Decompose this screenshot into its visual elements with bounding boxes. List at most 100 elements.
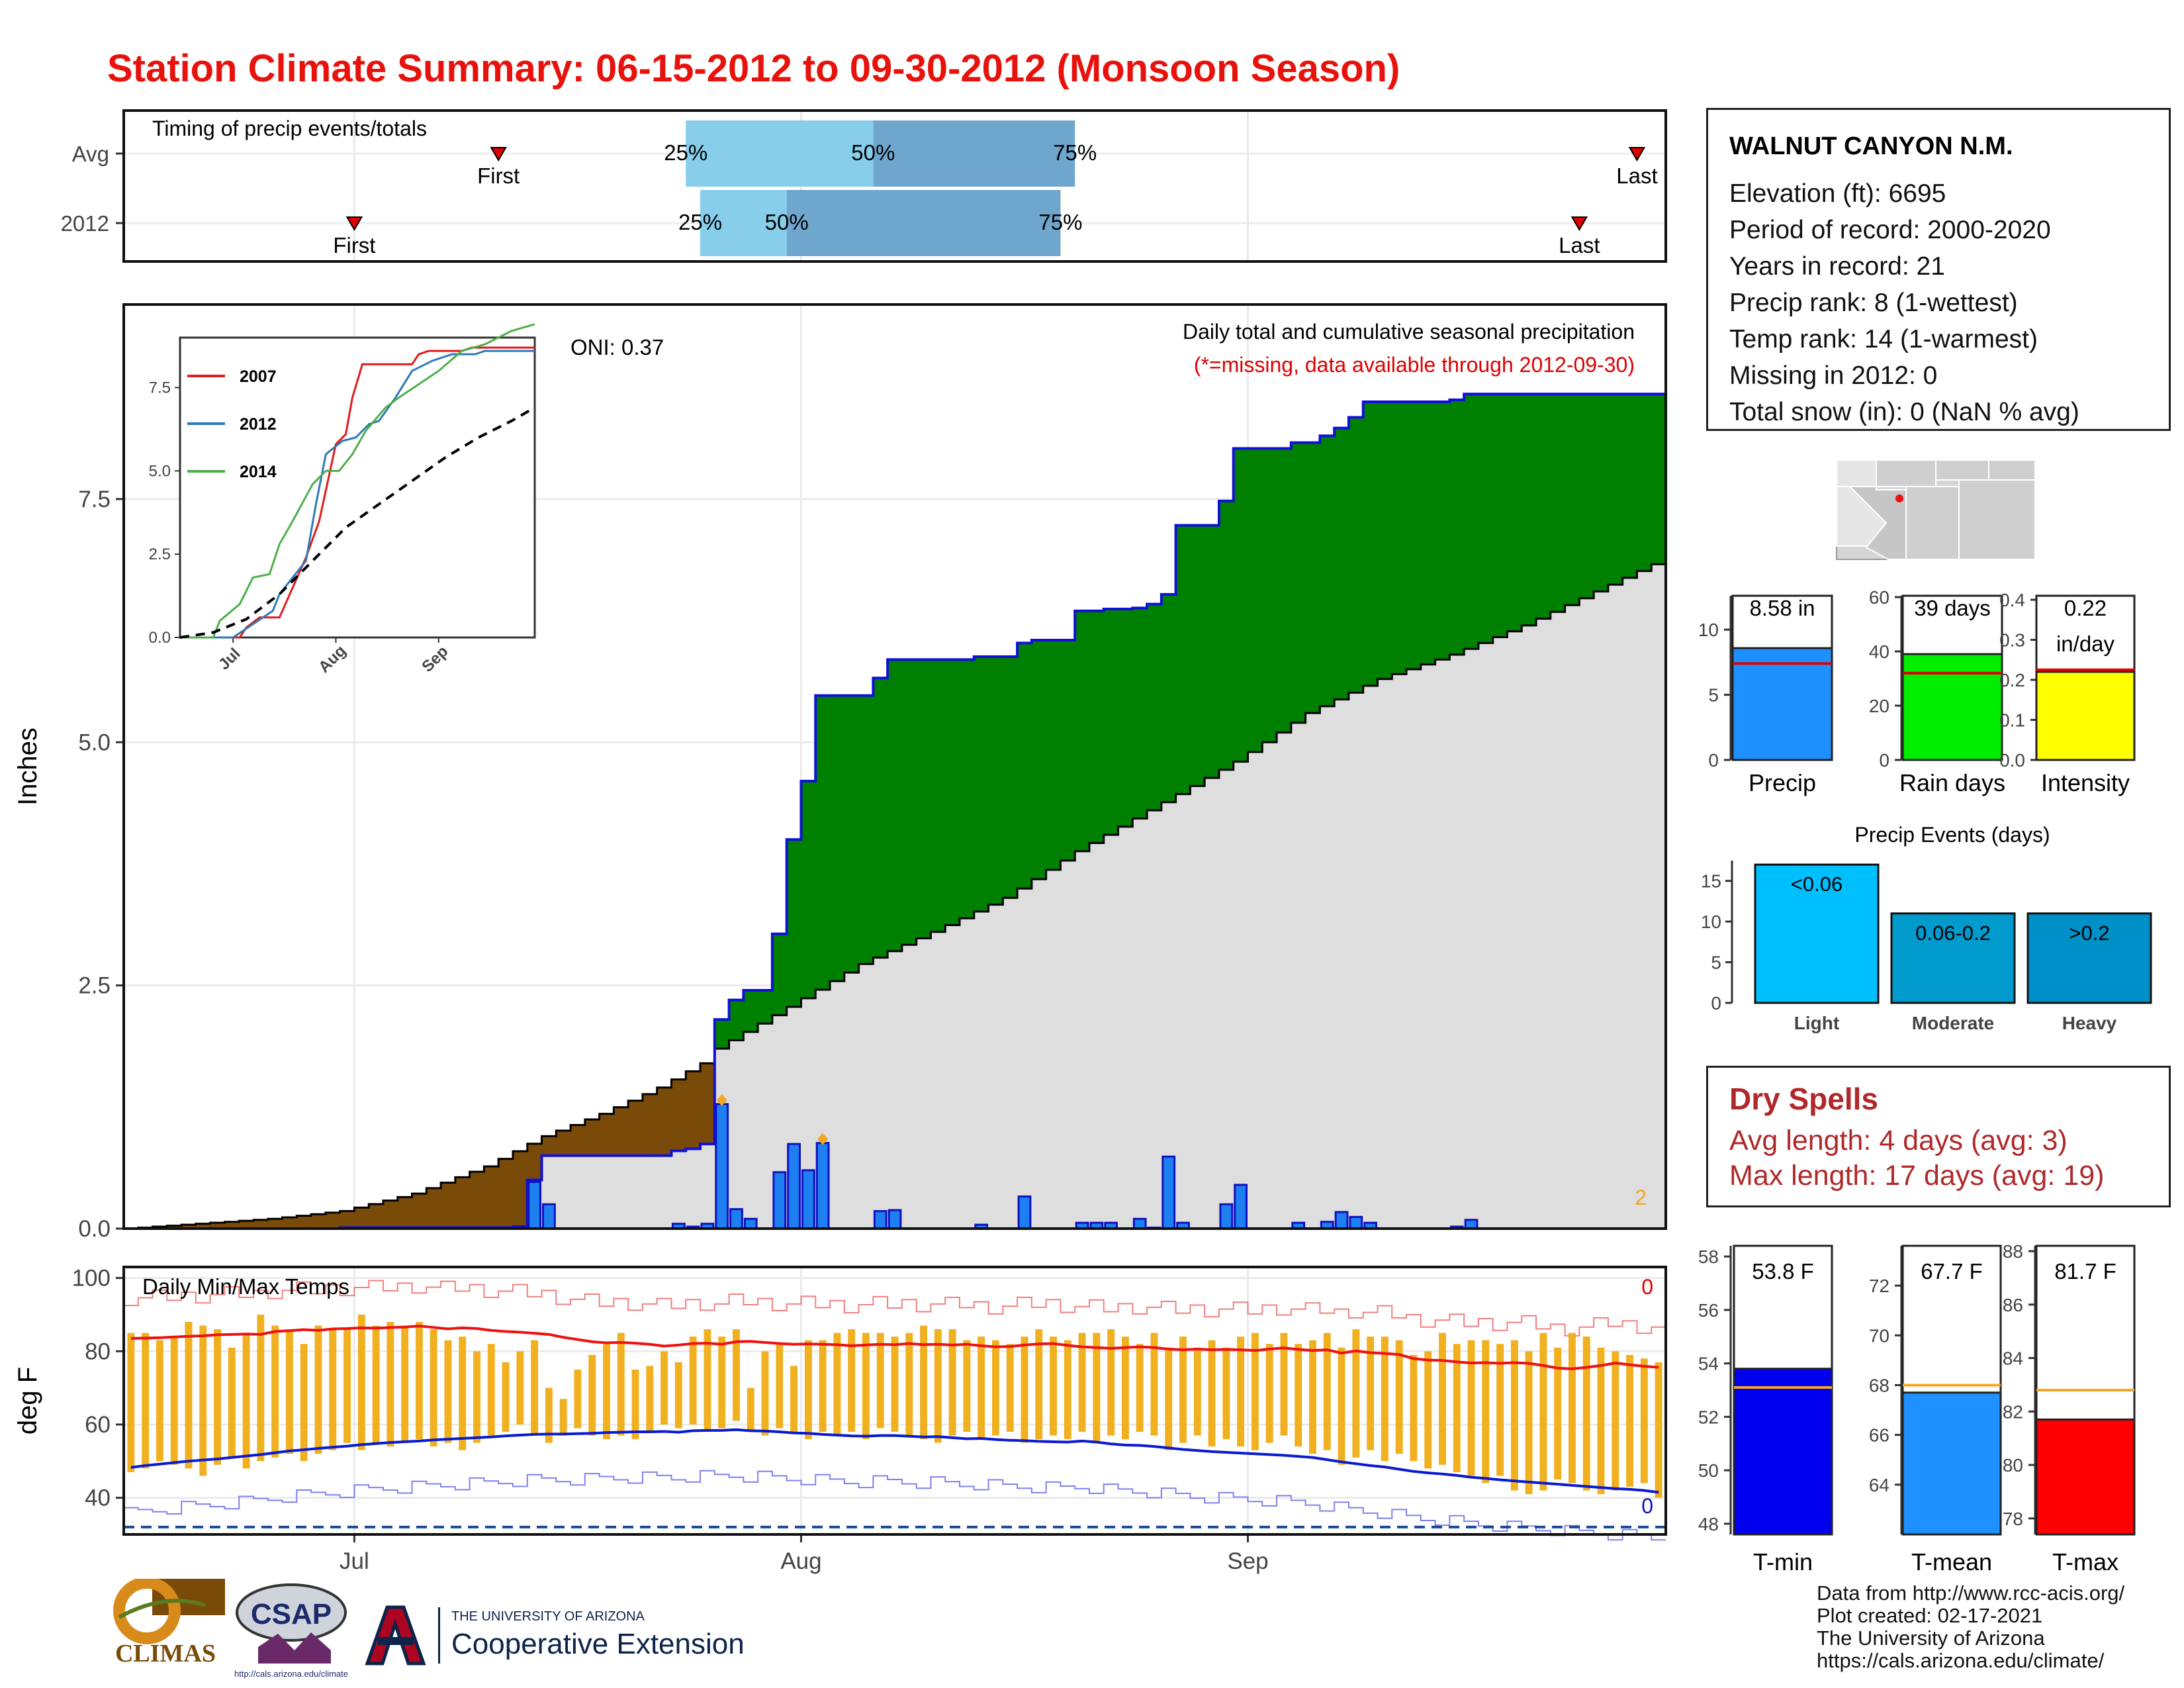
above-average-fill xyxy=(1420,401,1436,665)
events-bar xyxy=(2026,912,2152,1004)
temp-range-bar xyxy=(1539,1333,1547,1491)
temp-range-bar xyxy=(1381,1336,1388,1462)
station-snow: Total snow (in): 0 (NaN % avg) xyxy=(1729,398,2079,426)
timing-label-25: 25% xyxy=(678,210,722,234)
tsum-ytick-label: 86 xyxy=(2003,1295,2023,1315)
inset-legend-label: 2007 xyxy=(240,367,277,386)
above-average-fill xyxy=(1291,442,1306,723)
average-precip-area xyxy=(124,564,1666,1229)
totals-category-label: Rain days xyxy=(1899,769,2005,796)
temp-range-bar xyxy=(343,1329,351,1443)
below-average-fill xyxy=(267,1219,283,1229)
above-average-fill xyxy=(1161,594,1177,802)
temps-low-envelope xyxy=(124,1470,1666,1541)
above-average-fill xyxy=(1449,400,1465,655)
temp-range-bar xyxy=(257,1314,265,1462)
ua-logo: THE UNIVERSITY OF ARIZONA Cooperative Ex… xyxy=(365,1605,745,1665)
events-ytick-label: 10 xyxy=(1701,912,1721,932)
tsum-ytick-label: 56 xyxy=(1698,1300,1719,1321)
totals-ytick-label: 0.3 xyxy=(1999,630,2025,651)
above-average-fill xyxy=(1320,436,1335,706)
tsum-ytick-label: 54 xyxy=(1698,1354,1719,1374)
temp-range-bar xyxy=(401,1325,409,1443)
below-average-fill xyxy=(412,1194,427,1228)
below-average-fill xyxy=(599,1113,614,1156)
timing-marker-first xyxy=(490,147,507,162)
temp-range-bar xyxy=(1179,1336,1187,1443)
below-average-fill xyxy=(354,1207,369,1228)
temp-range-bar xyxy=(545,1387,553,1443)
above-average-fill xyxy=(1147,604,1162,811)
below-average-fill xyxy=(556,1130,571,1156)
temp-range-bar xyxy=(1064,1340,1071,1440)
temp-range-bar xyxy=(704,1329,711,1432)
below-average-fill xyxy=(296,1215,312,1229)
below-average-fill xyxy=(426,1188,441,1228)
below-average-fill xyxy=(167,1225,182,1229)
temp-range-bar xyxy=(833,1333,841,1436)
temp-range-bar xyxy=(603,1344,610,1440)
temp-range-bar xyxy=(156,1340,163,1462)
temp-range-bar xyxy=(199,1325,207,1476)
tsum-value-label: 67.7 F xyxy=(1921,1259,1983,1284)
temp-range-bar xyxy=(991,1340,999,1436)
below-average-fill xyxy=(686,1071,701,1149)
above-average-fill xyxy=(801,781,816,999)
temp-range-bar xyxy=(776,1344,784,1429)
temp-range-bar xyxy=(1006,1344,1014,1432)
above-average-fill xyxy=(714,1019,730,1049)
temp-range-bar xyxy=(1582,1336,1590,1491)
temp-range-bar xyxy=(1280,1333,1288,1436)
above-average-fill xyxy=(1392,401,1407,675)
above-average-fill xyxy=(873,678,888,958)
temp-range-bar xyxy=(487,1344,495,1436)
oni-label: ONI: 0.37 xyxy=(570,335,664,359)
above-average-fill xyxy=(1507,394,1522,632)
location-map xyxy=(1836,459,2036,560)
csap-logo-text: CSAP xyxy=(251,1598,332,1630)
tsum-ytick-label: 84 xyxy=(2003,1348,2023,1369)
below-average-fill xyxy=(455,1177,471,1228)
below-average-fill xyxy=(340,1211,355,1228)
above-average-fill xyxy=(1017,643,1032,889)
temp-range-bar xyxy=(1467,1340,1475,1476)
below-average-fill xyxy=(498,1158,514,1228)
temp-range-bar xyxy=(1193,1347,1201,1436)
tsum-ytick-label: 64 xyxy=(1869,1475,1889,1495)
above-average-fill xyxy=(1305,442,1320,714)
temp-range-bar xyxy=(1050,1336,1057,1436)
average-cumulative-line xyxy=(124,563,1666,1230)
below-average-fill xyxy=(224,1221,240,1229)
above-average-fill xyxy=(1435,401,1450,660)
temp-range-bar xyxy=(1352,1329,1360,1458)
temp-range-bar xyxy=(1554,1347,1562,1479)
above-average-fill xyxy=(887,659,903,951)
below-average-fill xyxy=(325,1212,341,1229)
events-bar-label: >0.2 xyxy=(2069,921,2109,945)
inset-series-line xyxy=(180,350,535,639)
temp-range-bar xyxy=(1309,1340,1316,1454)
above-average-fill xyxy=(1565,394,1580,606)
events-ytick-label: 5 xyxy=(1711,953,1721,973)
temp-range-bar xyxy=(531,1340,539,1436)
below-average-fill xyxy=(369,1203,384,1228)
above-average-fill xyxy=(1089,610,1105,843)
temps-xtick-label: Aug xyxy=(780,1548,821,1574)
temp-range-bar xyxy=(848,1329,856,1432)
dry-spells-box: Dry Spells Avg length: 4 days (avg: 3) M… xyxy=(1706,1066,2171,1207)
below-average-fill xyxy=(657,1087,672,1156)
temp-range-bar xyxy=(1525,1351,1533,1495)
timing-label-50: 50% xyxy=(765,210,809,234)
temp-range-bar xyxy=(876,1333,884,1429)
temp-range-bar xyxy=(733,1329,740,1421)
above-average-fill xyxy=(1363,401,1378,686)
station-temp-rank: Temp rank: 14 (1-warmest) xyxy=(1729,325,2038,353)
inset-ytick-label: 2.5 xyxy=(149,545,171,563)
temp-range-bar xyxy=(934,1329,942,1443)
temp-range-bar xyxy=(127,1333,135,1472)
temp-range-bar xyxy=(963,1340,971,1432)
timing-marker-last xyxy=(1570,216,1588,231)
temps-title: Daily Min/Max Temps xyxy=(142,1274,349,1299)
corner-count: 2 xyxy=(1635,1186,1647,1209)
